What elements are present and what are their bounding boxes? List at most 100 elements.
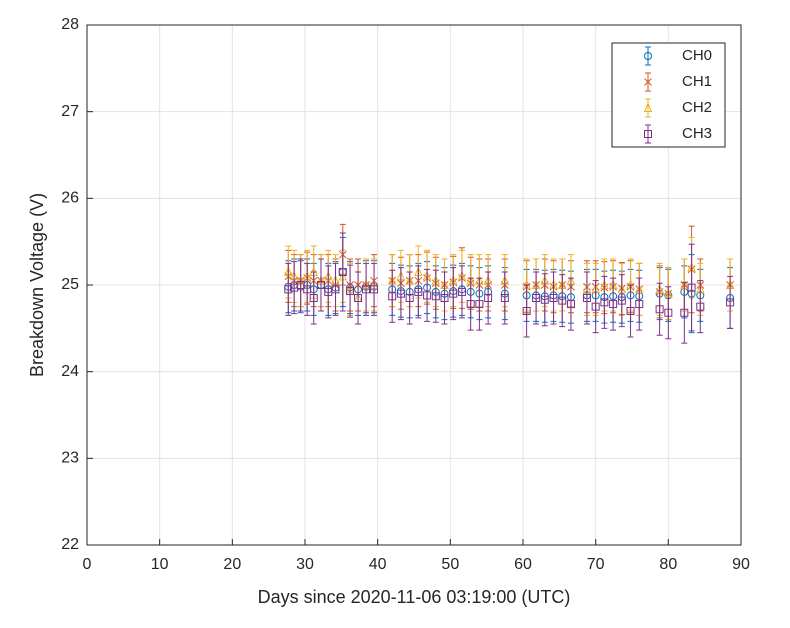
marker (664, 308, 673, 317)
marker (440, 294, 449, 302)
error-bar (458, 265, 465, 319)
error-bar (347, 264, 354, 318)
legend-marker (644, 78, 652, 86)
marker (600, 298, 609, 307)
error-bar (450, 267, 457, 321)
x-tick-label: 20 (223, 556, 241, 573)
marker (331, 285, 340, 294)
marker (431, 292, 440, 301)
error-bar (523, 284, 530, 338)
marker (540, 295, 549, 304)
marker (405, 294, 414, 302)
error-bar (371, 262, 378, 316)
error-bar (681, 281, 688, 344)
x-tick-label: 30 (296, 556, 314, 573)
marker (338, 268, 347, 276)
marker (309, 294, 318, 302)
y-tick-label: 24 (61, 363, 79, 380)
legend-marker (644, 130, 652, 138)
marker (475, 300, 484, 309)
marker (626, 307, 635, 315)
marker (296, 281, 305, 289)
marker (687, 283, 696, 292)
marker (370, 285, 379, 294)
error-bar (291, 261, 298, 315)
marker (303, 285, 312, 294)
error-bar (636, 277, 643, 331)
marker (449, 289, 458, 298)
marker (466, 300, 475, 309)
legend-error-bar (645, 46, 651, 66)
marker (549, 294, 558, 302)
marker (484, 294, 493, 302)
error-bar (567, 277, 574, 331)
x-tick-label: 50 (441, 556, 459, 573)
legend-error-bar (645, 98, 651, 118)
marker (284, 285, 293, 294)
error-bar (332, 262, 339, 316)
legend-label: CH3 (682, 125, 712, 142)
error-bar (583, 271, 590, 325)
marker (532, 294, 541, 302)
error-bar (406, 271, 413, 325)
error-bar (688, 243, 695, 332)
error-bar (363, 262, 370, 316)
y-tick-label: 22 (61, 536, 79, 553)
legend-label: CH2 (682, 99, 712, 116)
legend-label: CH1 (682, 73, 712, 90)
marker (500, 294, 509, 302)
y-tick-label: 23 (61, 450, 79, 467)
y-tick-label: 27 (61, 103, 79, 120)
error-bar (432, 269, 439, 323)
error-bar (656, 282, 663, 336)
legend-box (611, 42, 726, 148)
error-bar (550, 271, 557, 325)
y-tick-label: 25 (61, 276, 79, 293)
marker (396, 289, 405, 298)
error-bar (415, 265, 422, 319)
marker (388, 292, 397, 301)
error-bar (697, 280, 704, 334)
y-axis-label: Breakdown Voltage (V) (27, 193, 47, 377)
error-bar (355, 271, 362, 325)
x-tick-label: 70 (587, 556, 605, 573)
marker (566, 300, 575, 309)
marker (696, 302, 705, 311)
marker (635, 300, 644, 309)
x-tick-label: 80 (659, 556, 677, 573)
y-tick-label: 26 (61, 190, 79, 207)
marker (609, 300, 618, 309)
marker (457, 287, 466, 296)
error-bar (592, 280, 599, 334)
error-bar (559, 274, 566, 328)
error-bar (476, 277, 483, 331)
error-bar (485, 271, 492, 325)
x-tick-label: 60 (514, 556, 532, 573)
error-bar (501, 271, 508, 325)
marker (617, 296, 626, 305)
error-bar (310, 271, 317, 325)
legend-label: CH0 (682, 47, 712, 64)
error-bar (297, 258, 304, 312)
marker (354, 294, 363, 302)
marker (414, 287, 423, 296)
marker (680, 308, 689, 317)
error-bar (467, 277, 474, 331)
x-tick-label: 0 (83, 556, 92, 573)
error-bar (627, 284, 634, 338)
error-bar (317, 258, 324, 312)
marker (362, 285, 371, 294)
marker (655, 305, 664, 314)
error-bar (441, 271, 448, 325)
error-bar (618, 274, 625, 328)
error-bar (610, 277, 617, 331)
marker (726, 298, 735, 307)
marker (346, 287, 355, 296)
error-bar (533, 271, 540, 325)
x-tick-label: 10 (151, 556, 169, 573)
error-bar (389, 269, 396, 323)
plot-frame (86, 24, 742, 546)
marker (582, 294, 591, 302)
legend-marker (644, 52, 652, 60)
